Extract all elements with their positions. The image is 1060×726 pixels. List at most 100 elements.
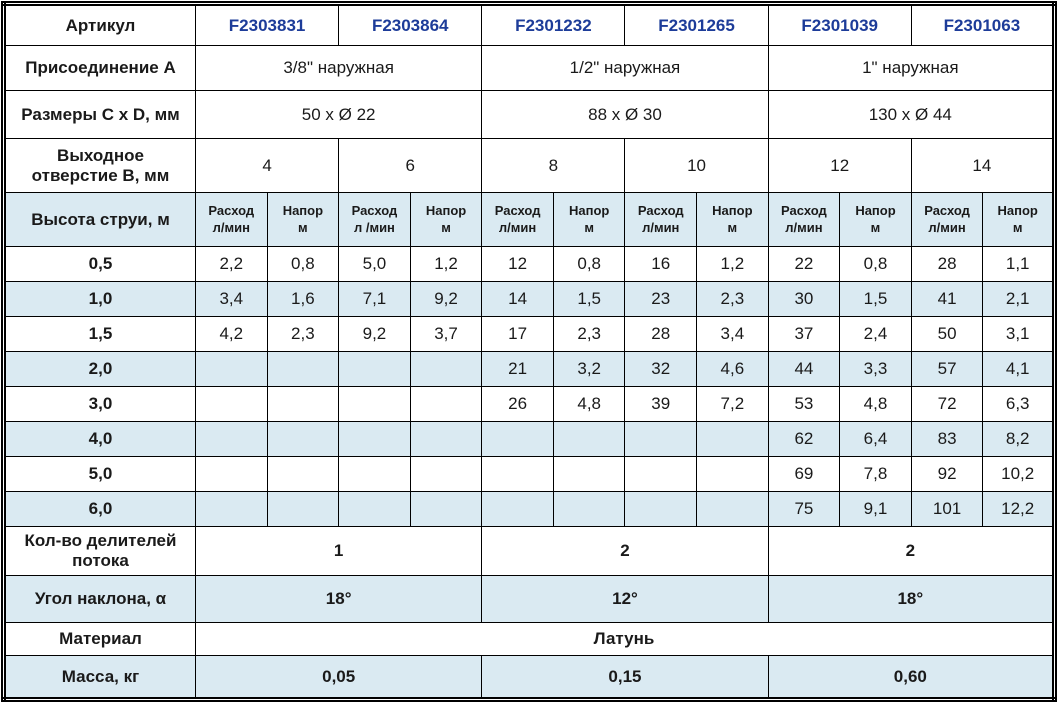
jet-data-row: 1,0 3,4 1,6 7,1 9,2 14 1,5 23 2,3 30 1,5 41 2,1 [3,281,1055,317]
subheader-head: Напор м [552,192,626,247]
jet-data-cell: 3,4 [195,281,268,317]
jet-data-cell: 4,1 [982,351,1055,387]
jet-data-cell: 0,8 [552,246,626,282]
jet-data-cell: 14 [481,281,554,317]
jet-data-cell [696,456,769,492]
jet-data-cell: 57 [910,351,984,387]
jet-data-cell: 44 [767,351,841,387]
jet-data-cell [409,386,483,422]
article-number: F2301039 [767,3,912,46]
jet-data-cell: 22 [767,246,841,282]
dimensions-value: 88 x Ø 30 [481,90,769,139]
jet-data-cell: 17 [481,316,554,352]
jet-data-cell [481,491,554,527]
jet-data-cell: 7,8 [839,456,912,492]
jet-data-cell: 3,3 [839,351,912,387]
jet-data-cell: 23 [624,281,698,317]
article-row-label: Артикул [3,3,196,46]
jet-data-cell [338,491,411,527]
jet-data-cell: 3,2 [552,351,626,387]
dividers-value: 2 [767,526,1056,576]
jet-data-cell: 101 [910,491,984,527]
subheader-flow: Расход л /мин [338,192,411,247]
row-mass: Масса, кг 0,05 0,15 0,60 [3,655,1056,700]
jet-data-cell: 0,8 [839,246,912,282]
subheader-flow: Расход л/мин [767,192,841,247]
angle-row-label: Угол наклона, α [3,575,196,623]
jet-data-cell: 30 [767,281,841,317]
jet-data-cell: 12,2 [982,491,1055,527]
jet-data-cell: 2,4 [839,316,912,352]
jet-data-cell [266,491,340,527]
jet-data-cell: 39 [624,386,698,422]
row-connection: Присоединение A 3/8" наружная 1/2" наруж… [3,45,1056,91]
outlet-value: 14 [910,138,1056,193]
jet-data-cell: 8,2 [982,421,1055,457]
jet-data-row: 6,0 75 9,1 101 12,2 [3,491,1055,527]
jet-data-cell: 2,3 [552,316,626,352]
jet-data-cell [696,491,769,527]
subheader-head: Напор м [696,192,769,247]
dividers-value: 1 [194,526,483,576]
jet-data-cell: 9,2 [409,281,483,317]
connection-value: 3/8" наружная [194,45,483,91]
jet-row-label: 6,0 [3,491,196,527]
jet-row-label: 1,5 [3,316,196,352]
jet-data-cell: 4,6 [696,351,769,387]
dimensions-value: 130 x Ø 44 [767,90,1056,139]
connection-row-label: Присоединение A [3,45,196,91]
jet-data-cell [266,456,340,492]
angle-value: 12° [481,575,769,623]
jet-data-row: 2,0 21 3,2 32 4,6 44 3,3 57 4,1 [3,351,1055,387]
jet-data-row: 4,0 62 6,4 83 8,2 [3,421,1055,457]
jet-data-cell: 1,1 [982,246,1055,282]
jet-data-cell: 10,2 [982,456,1055,492]
jet-data-row: 0,5 2,2 0,8 5,0 1,2 12 0,8 16 1,2 22 0,8 28 1,1 [3,246,1055,282]
jet-data-cell [552,491,626,527]
material-value: Латунь [195,622,1055,656]
subheader-flow: Расход л/мин [910,192,984,247]
jet-data-cell: 7,1 [338,281,411,317]
mass-value: 0,05 [194,655,483,700]
jet-data-cell: 69 [767,456,841,492]
jet-data-cell [409,421,483,457]
jet-data-cell: 1,5 [839,281,912,317]
jet-data-cell [338,351,411,387]
jet-height-row-label: Высота струи, м [3,192,196,247]
dividers-row-label: Кол-во делителей потока [3,526,196,576]
subheader-flow: Расход л/мин [195,192,268,247]
jet-data-cell: 28 [910,246,984,282]
jet-data-cell [409,456,483,492]
jet-data-cell: 53 [767,386,841,422]
jet-data-cell: 21 [481,351,554,387]
subheader-flow: Расход л/мин [624,192,698,247]
jet-data-cell [696,421,769,457]
dimensions-row-label: Размеры C x D, мм [3,90,196,139]
jet-data-cell: 3,1 [982,316,1055,352]
subheader-head: Напор м [409,192,483,247]
jet-row-label: 2,0 [3,351,196,387]
jet-row-label: 5,0 [3,456,196,492]
article-number: F2303864 [338,3,483,46]
jet-data-cell [552,421,626,457]
jet-data-cell [481,421,554,457]
jet-data-cell: 1,2 [696,246,769,282]
article-number: F2301063 [910,3,1056,46]
jet-row-label: 0,5 [3,246,196,282]
outlet-row-label: Выходное отверстие B, мм [3,138,196,193]
jet-data-cell: 2,1 [982,281,1055,317]
material-row-label: Материал [3,622,196,656]
jet-data-cell: 6,4 [839,421,912,457]
jet-data-cell [409,351,483,387]
jet-data-cell: 3,4 [696,316,769,352]
jet-data-cell [338,456,411,492]
jet-data-cell: 92 [910,456,984,492]
row-dimensions: Размеры C x D, мм 50 x Ø 22 88 x Ø 30 13… [3,90,1056,139]
jet-data-cell [195,386,268,422]
jet-data-cell [266,421,340,457]
jet-data-cell: 26 [481,386,554,422]
jet-data-cell: 28 [624,316,698,352]
outlet-value: 6 [338,138,483,193]
jet-data-cell: 5,0 [338,246,411,282]
jet-data-cell [338,421,411,457]
